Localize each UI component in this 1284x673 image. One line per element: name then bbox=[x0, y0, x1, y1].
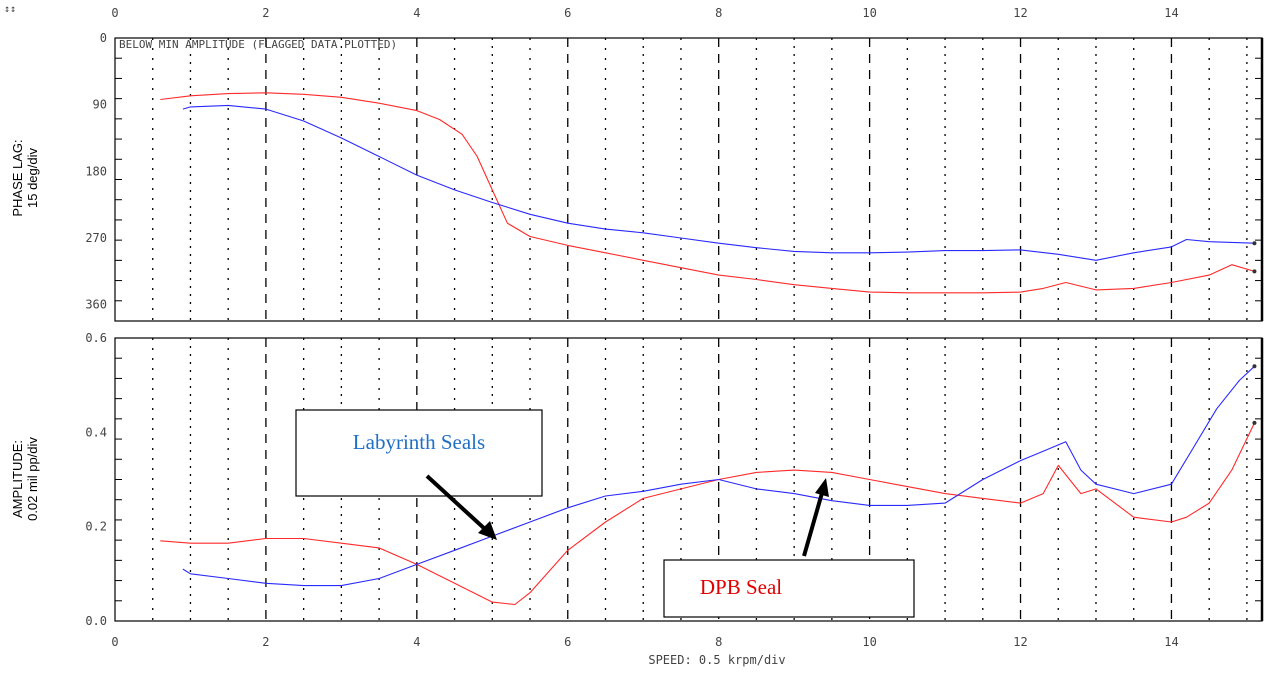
amplitude-series-dpb-seal-line bbox=[160, 422, 1255, 606]
labyrinth-seals-label: Labyrinth Seals bbox=[353, 430, 485, 454]
phase-y-tick-label: 90 bbox=[93, 98, 107, 112]
amplitude-y-tick-label: 0.0 bbox=[85, 614, 107, 628]
amplitude-series-end-point bbox=[1252, 364, 1257, 369]
dpb-seal-label: DPB Seal bbox=[700, 575, 782, 599]
phase-series-labyrinth-seals-line bbox=[182, 104, 1255, 261]
amplitude-series-end-point bbox=[1252, 420, 1257, 425]
labyrinth-seals-arrowhead bbox=[478, 521, 497, 540]
phase-ylabel-line1: PHASE LAG: bbox=[10, 139, 25, 216]
x-tick-label-top: 8 bbox=[715, 6, 722, 20]
x-tick-label-top: 14 bbox=[1164, 6, 1178, 20]
dpb-seal-box bbox=[663, 559, 915, 618]
phase-panel-note: BELOW MIN AMPLITUDE (FLAGGED DATA PLOTTE… bbox=[119, 38, 397, 51]
amplitude-series-labyrinth-seals-line bbox=[182, 365, 1255, 587]
x-tick-label-bottom: 10 bbox=[862, 635, 876, 649]
phase-ylabel-line2: 15 deg/div bbox=[25, 148, 40, 208]
labyrinth-seals-arrow bbox=[425, 474, 488, 532]
x-axis-title: SPEED: 0.5 krpm/div bbox=[648, 653, 785, 667]
x-tick-label-bottom: 12 bbox=[1013, 635, 1027, 649]
phase-panel-frame bbox=[114, 37, 1263, 322]
phase-series-end-point bbox=[1252, 241, 1257, 246]
x-tick-label-bottom: 4 bbox=[413, 635, 420, 649]
x-tick-label-top: 6 bbox=[564, 6, 571, 20]
dpb-seal-arrowhead bbox=[815, 478, 829, 497]
phase-y-tick-label: 270 bbox=[85, 231, 107, 245]
x-tick-label-bottom: 2 bbox=[262, 635, 269, 649]
x-tick-label-top: 4 bbox=[413, 6, 420, 20]
x-tick-label-top: 2 bbox=[262, 6, 269, 20]
corner-marker: ↕↕ bbox=[4, 4, 16, 15]
amplitude-y-tick-label: 0.2 bbox=[85, 520, 107, 534]
x-tick-label-bottom: 14 bbox=[1164, 635, 1178, 649]
amplitude-y-tick-label: 0.6 bbox=[85, 331, 107, 345]
dpb-seal-arrow bbox=[802, 492, 824, 557]
x-tick-label-bottom: 8 bbox=[715, 635, 722, 649]
amplitude-ylabel-line2: 0.02 mil pp/div bbox=[25, 437, 40, 521]
labyrinth-seals-box bbox=[295, 409, 543, 497]
phase-y-tick-label: 360 bbox=[85, 298, 107, 312]
phase-y-tick-label: 0 bbox=[100, 31, 107, 45]
phase-series-dpb-seal-line bbox=[160, 92, 1255, 294]
x-tick-label-top: 10 bbox=[862, 6, 876, 20]
amplitude-y-tick-label: 0.4 bbox=[85, 425, 107, 439]
x-tick-label-top: 0 bbox=[111, 6, 118, 20]
phase-series-end-point bbox=[1252, 269, 1257, 274]
x-tick-label-bottom: 0 bbox=[111, 635, 118, 649]
x-tick-label-top: 12 bbox=[1013, 6, 1027, 20]
x-tick-label-bottom: 6 bbox=[564, 635, 571, 649]
amplitude-ylabel-line1: AMPLITUDE: bbox=[10, 440, 25, 518]
phase-y-tick-label: 180 bbox=[85, 164, 107, 178]
